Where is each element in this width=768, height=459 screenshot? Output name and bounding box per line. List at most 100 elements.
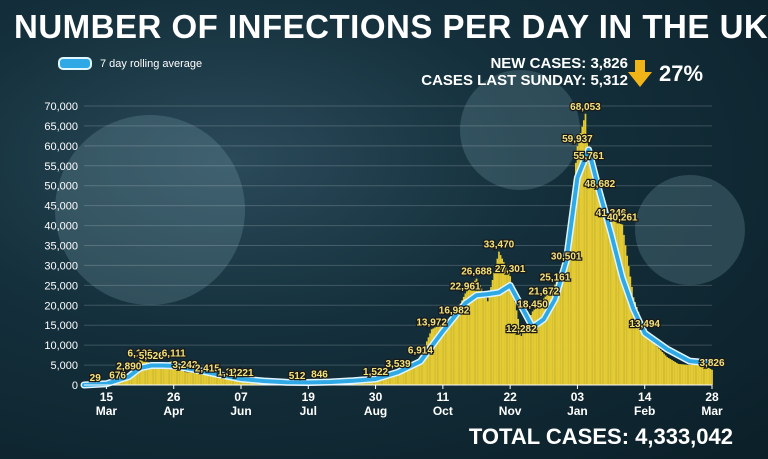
arrow-down-icon [628,60,652,87]
data-label: 1,321 [217,368,242,379]
y-tick-label: 50,000 [44,181,78,193]
daily-bar [482,291,484,385]
daily-bar [557,278,560,385]
daily-bar [450,319,452,385]
daily-bar [504,265,507,385]
daily-bar [536,305,539,385]
daily-bar [461,300,463,385]
y-tick-label: 5,000 [50,360,78,372]
y-tick-label: 45,000 [44,201,78,213]
daily-bar [177,365,180,385]
daily-bar [631,286,633,385]
daily-bar [587,162,590,385]
x-tick-month: Jun [230,404,251,418]
data-label: 55,761 [573,151,604,162]
data-label: 676 [109,370,126,381]
new-cases-text: NEW CASES: 3,826 [490,55,628,72]
daily-bar [163,363,165,385]
daily-bar [168,362,170,385]
x-tick-day: 28 [705,390,719,404]
daily-bar [661,351,664,385]
daily-bar [198,373,201,385]
data-label: 48,682 [585,179,616,190]
daily-bar [695,364,697,385]
daily-bar [467,289,470,385]
daily-bar [565,263,568,385]
data-label: 846 [311,370,328,381]
daily-bar [434,327,436,385]
daily-bar [413,362,415,385]
daily-bar [594,178,596,385]
daily-bar [478,285,481,385]
daily-bar [526,322,529,385]
daily-bar [416,360,419,385]
daily-bar [501,258,504,385]
daily-bar [153,363,156,385]
x-tick-month: Oct [433,404,453,418]
daily-bar [437,325,439,385]
daily-bar [176,363,178,385]
daily-bar [507,272,510,385]
daily-bar [701,364,704,385]
daily-bar [611,220,614,385]
daily-bar [510,284,513,385]
daily-bar [698,364,701,385]
daily-bar [184,372,186,385]
daily-bar [459,303,462,385]
daily-bar [228,379,231,385]
daily-bar [570,213,572,385]
daily-bar [203,374,206,385]
daily-bar [506,269,508,385]
daily-bar [645,333,648,385]
data-label: 21,672 [528,287,559,298]
daily-bar [499,255,502,385]
daily-bar [651,341,654,385]
daily-bar [224,378,226,385]
daily-bar [629,276,632,385]
daily-bar [395,371,398,385]
data-label: 1,221 [228,368,253,379]
daily-bar [488,294,491,385]
rolling-average-line [82,147,714,387]
daily-bar [137,362,140,385]
x-tick-month: Feb [634,404,655,418]
daily-bar [525,325,528,385]
daily-bar [595,182,598,385]
data-label: 3,539 [385,359,410,370]
daily-bar [148,362,151,385]
daily-bar [659,350,662,385]
y-tick-label: 40,000 [44,221,78,233]
daily-bar [583,120,585,385]
daily-bar [402,369,404,385]
y-tick-label: 70,000 [44,101,78,113]
daily-bar [166,362,169,385]
daily-bar [430,329,433,385]
daily-bar [209,375,212,385]
daily-bar [616,222,619,385]
daily-bar [518,327,521,385]
daily-bar [187,372,190,385]
daily-bar [708,368,710,385]
daily-bar [200,374,202,385]
daily-bar [515,310,518,385]
daily-bar [398,370,401,385]
daily-bar [571,196,574,385]
daily-bar [389,372,391,385]
daily-bar [486,301,489,385]
daily-bar [509,276,512,385]
y-tick-label: 20,000 [44,300,78,312]
daily-bar [469,287,471,385]
daily-bar [642,326,644,385]
daily-bar [671,360,673,385]
daily-bar [190,372,193,385]
x-tick-month: Mar [701,404,723,418]
data-label: 40,261 [607,213,638,224]
data-label: 30,501 [551,251,582,262]
daily-bar [438,324,441,385]
daily-bar [679,364,681,385]
daily-bar [523,329,526,385]
daily-bar [496,258,499,385]
daily-bar [669,359,672,385]
daily-bar [174,362,177,385]
daily-bar [688,365,691,385]
